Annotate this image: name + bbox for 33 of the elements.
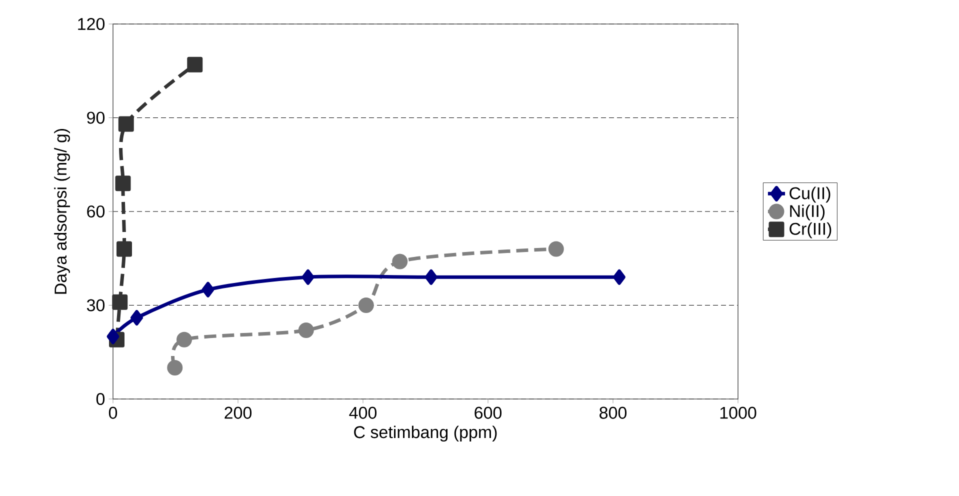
legend-label: Cr(III) <box>790 222 832 238</box>
point <box>130 310 143 326</box>
point <box>298 322 314 338</box>
point <box>167 360 183 376</box>
y-tick-label: 90 <box>87 112 105 124</box>
point <box>424 269 438 285</box>
point <box>302 269 314 285</box>
point <box>358 298 374 313</box>
x-tick-label: 0 <box>108 406 118 419</box>
y-tick-label: 60 <box>87 205 105 218</box>
y-tick-label: 30 <box>86 299 105 312</box>
x-tick-label: 600 <box>474 406 502 419</box>
point <box>112 294 128 310</box>
y-axis-title: Daya adsorpsi (mg/ g) <box>54 128 70 294</box>
point <box>176 332 192 348</box>
point <box>548 241 564 257</box>
point <box>187 56 203 72</box>
point <box>392 254 408 270</box>
point <box>115 176 131 192</box>
y-tick-label: 0 <box>96 392 105 406</box>
x-tick-label: 1000 <box>720 406 756 419</box>
point <box>202 282 214 298</box>
legend-label: Ni(II) <box>790 204 825 220</box>
point <box>118 116 134 132</box>
x-tick-label: 400 <box>349 406 377 419</box>
y-tick-label: 120 <box>78 18 105 30</box>
x-axis-title: C setimbang (ppm) <box>354 426 497 442</box>
x-tick-label: 800 <box>600 406 627 419</box>
legend-label: Cu(II) <box>790 186 830 203</box>
x-tick-label: 200 <box>224 406 252 419</box>
point <box>613 269 626 285</box>
point <box>116 241 132 257</box>
point <box>106 328 120 344</box>
